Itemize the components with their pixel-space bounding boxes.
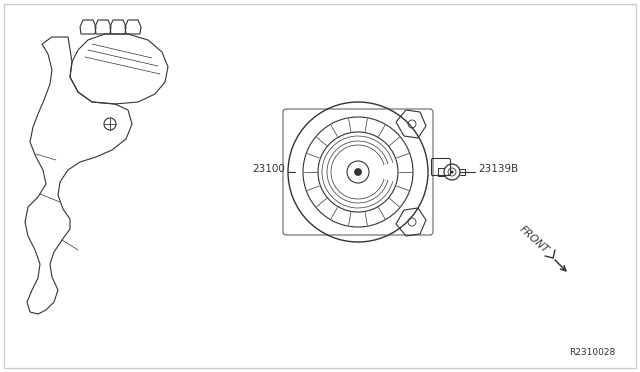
Text: 23139B: 23139B xyxy=(478,164,518,174)
Text: 23100: 23100 xyxy=(252,164,285,174)
Circle shape xyxy=(355,169,362,176)
Text: FRONT: FRONT xyxy=(518,224,550,256)
Text: R2310028: R2310028 xyxy=(569,348,615,357)
Circle shape xyxy=(451,170,454,173)
